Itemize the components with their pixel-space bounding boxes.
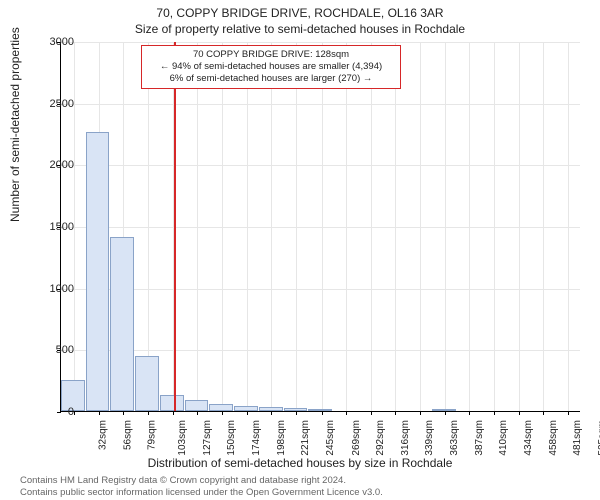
gridline-horizontal [61, 227, 580, 228]
gridline-vertical [197, 42, 198, 411]
title-line-2: Size of property relative to semi-detach… [0, 22, 600, 36]
annotation-line: 6% of semi-detached houses are larger (2… [148, 73, 394, 85]
x-tick-label: 56sqm [122, 420, 133, 450]
histogram-bar [259, 407, 283, 411]
x-tick-mark [543, 411, 544, 415]
gridline-vertical [445, 42, 446, 411]
x-axis-label: Distribution of semi-detached houses by … [0, 456, 600, 470]
x-tick-mark [346, 411, 347, 415]
gridline-vertical [519, 42, 520, 411]
gridline-horizontal [61, 165, 580, 166]
x-tick-mark [148, 411, 149, 415]
marker-line [174, 42, 176, 411]
x-tick-mark [296, 411, 297, 415]
x-tick-mark [469, 411, 470, 415]
title-line-1: 70, COPPY BRIDGE DRIVE, ROCHDALE, OL16 3… [0, 6, 600, 20]
x-tick-mark [568, 411, 569, 415]
x-tick-label: 292sqm [375, 420, 386, 456]
gridline-vertical [271, 42, 272, 411]
gridline-vertical [469, 42, 470, 411]
x-tick-label: 198sqm [276, 420, 287, 456]
histogram-bar [432, 409, 456, 411]
gridline-vertical [568, 42, 569, 411]
histogram-bar [110, 237, 134, 411]
y-tick-label: 3000 [34, 36, 74, 48]
x-tick-mark [322, 411, 323, 415]
x-tick-mark [99, 411, 100, 415]
gridline-vertical [222, 42, 223, 411]
y-tick-label: 0 [34, 406, 74, 418]
gridline-vertical [346, 42, 347, 411]
x-tick-mark [271, 411, 272, 415]
annotation-box: 70 COPPY BRIDGE DRIVE: 128sqm← 94% of se… [141, 45, 401, 89]
gridline-vertical [420, 42, 421, 411]
x-tick-label: 387sqm [474, 420, 485, 456]
y-tick-label: 1000 [34, 283, 74, 295]
footer-line-2: Contains public sector information licen… [20, 487, 383, 498]
x-tick-label: 221sqm [300, 420, 311, 456]
gridline-vertical [371, 42, 372, 411]
gridline-vertical [543, 42, 544, 411]
x-tick-mark [519, 411, 520, 415]
x-tick-label: 339sqm [424, 420, 435, 456]
gridline-vertical [296, 42, 297, 411]
histogram-bar [234, 406, 258, 411]
y-axis-label: Number of semi-detached properties [8, 27, 22, 222]
histogram-bar [308, 409, 332, 411]
x-tick-mark [222, 411, 223, 415]
x-tick-label: 245sqm [325, 420, 336, 456]
annotation-line: ← 94% of semi-detached houses are smalle… [148, 61, 394, 73]
footer-line-1: Contains HM Land Registry data © Crown c… [20, 475, 346, 486]
x-tick-label: 458sqm [548, 420, 559, 456]
y-tick-label: 500 [34, 344, 74, 356]
gridline-vertical [247, 42, 248, 411]
histogram-bar [209, 404, 233, 411]
x-tick-mark [371, 411, 372, 415]
histogram-bar [135, 356, 159, 412]
x-tick-label: 174sqm [251, 420, 262, 456]
histogram-bar [160, 395, 184, 411]
gridline-vertical [395, 42, 396, 411]
gridline-vertical [322, 42, 323, 411]
gridline-horizontal [61, 289, 580, 290]
x-tick-mark [420, 411, 421, 415]
gridline-horizontal [61, 104, 580, 105]
x-tick-mark [445, 411, 446, 415]
y-tick-label: 2500 [34, 98, 74, 110]
y-tick-label: 2000 [34, 159, 74, 171]
x-tick-mark [395, 411, 396, 415]
gridline-vertical [494, 42, 495, 411]
x-tick-label: 269sqm [351, 420, 362, 456]
histogram-bar [284, 408, 308, 411]
x-tick-label: 127sqm [202, 420, 213, 456]
histogram-bar [86, 132, 110, 411]
x-tick-mark [247, 411, 248, 415]
x-tick-mark [123, 411, 124, 415]
gridline-horizontal [61, 350, 580, 351]
annotation-line: 70 COPPY BRIDGE DRIVE: 128sqm [148, 49, 394, 61]
x-tick-label: 103sqm [177, 420, 188, 456]
plot-area: 70 COPPY BRIDGE DRIVE: 128sqm← 94% of se… [60, 42, 580, 412]
x-tick-label: 363sqm [449, 420, 460, 456]
x-tick-label: 32sqm [97, 420, 108, 450]
gridline-horizontal [61, 42, 580, 43]
x-tick-label: 150sqm [226, 420, 237, 456]
x-tick-mark [173, 411, 174, 415]
x-tick-label: 434sqm [523, 420, 534, 456]
x-tick-mark [197, 411, 198, 415]
histogram-bar [185, 400, 209, 411]
x-tick-label: 410sqm [498, 420, 509, 456]
x-tick-label: 79sqm [146, 420, 157, 450]
x-tick-label: 481sqm [572, 420, 583, 456]
x-tick-mark [494, 411, 495, 415]
x-tick-label: 316sqm [400, 420, 411, 456]
y-tick-label: 1500 [34, 221, 74, 233]
